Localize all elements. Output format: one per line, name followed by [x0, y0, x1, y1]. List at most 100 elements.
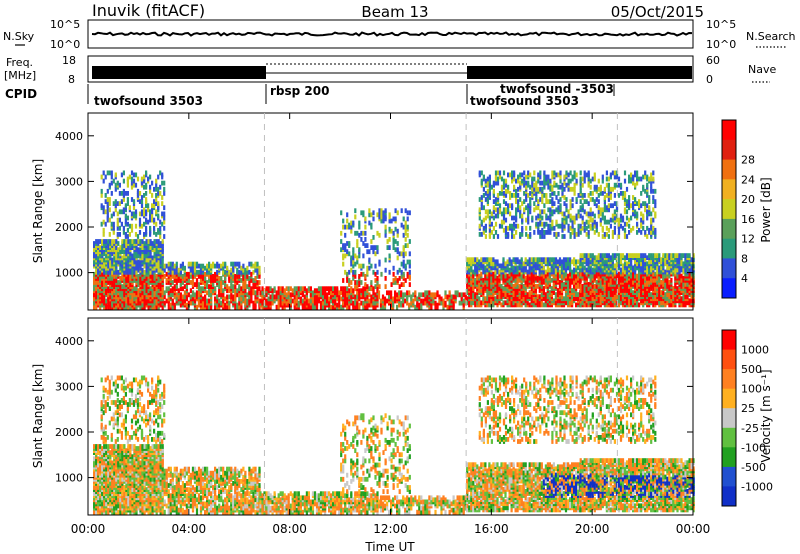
- heatmap-cell: [680, 253, 683, 258]
- heatmap-cell: [534, 265, 537, 271]
- heatmap-cell: [122, 193, 125, 198]
- heatmap-cell: [541, 186, 544, 192]
- heatmap-cell: [450, 298, 453, 304]
- heatmap-cell: [169, 288, 172, 294]
- heatmap-cell: [484, 227, 487, 233]
- heatmap-cell: [181, 298, 184, 304]
- heatmap-cell: [309, 292, 312, 298]
- heatmap-cell: [492, 275, 495, 281]
- heatmap-cell: [525, 232, 528, 237]
- heatmap-cell: [127, 276, 130, 281]
- heatmap-cell: [392, 300, 395, 306]
- heatmap-cell: [147, 176, 150, 182]
- heatmap-cell: [533, 201, 536, 206]
- heatmap-cell: [246, 269, 249, 275]
- heatmap-cell: [112, 178, 115, 184]
- heatmap-cell: [625, 261, 629, 267]
- heatmap-cell: [531, 182, 534, 188]
- heatmap-cell: [396, 304, 399, 310]
- heatmap-cell: [521, 213, 524, 219]
- heatmap-cell: [551, 170, 554, 176]
- heatmap-cell: [539, 234, 542, 239]
- cpid-segment-3: twofsound 3503: [470, 94, 579, 108]
- heatmap-cell: [134, 232, 138, 237]
- heatmap-cell: [554, 300, 558, 306]
- heatmap-cell: [141, 239, 144, 244]
- heatmap-cell: [124, 219, 127, 225]
- heatmap-cell: [240, 290, 243, 296]
- heatmap-cell: [593, 273, 596, 279]
- heatmap-cell: [281, 294, 284, 300]
- heatmap-cell: [541, 180, 544, 186]
- heatmap-cell: [541, 221, 544, 227]
- heatmap-cell: [668, 294, 671, 300]
- heatmap-cell: [104, 221, 107, 227]
- heatmap-cell: [252, 269, 255, 275]
- heatmap-cell: [358, 302, 361, 308]
- heatmap-cell: [516, 302, 519, 308]
- heatmap-cell: [589, 269, 592, 275]
- heatmap-cell: [143, 221, 146, 227]
- heatmap-cell: [512, 296, 515, 302]
- heatmap-cell: [480, 201, 483, 206]
- heatmap-cell: [199, 274, 203, 279]
- heatmap-cell: [502, 199, 506, 204]
- heatmap-cell: [573, 257, 576, 263]
- heatmap-cell: [688, 279, 691, 285]
- heatmap-cell: [334, 298, 337, 304]
- heatmap-cell: [674, 267, 677, 273]
- heatmap-cell: [444, 300, 447, 306]
- heatmap-cell: [623, 269, 627, 275]
- heatmap-cell: [482, 217, 485, 223]
- heatmap-cell: [155, 300, 158, 306]
- heatmap-cell: [250, 271, 253, 277]
- heatmap-cell: [510, 271, 513, 277]
- heatmap-cell: [394, 296, 397, 302]
- heatmap-cell: [191, 269, 195, 275]
- heatmap-cell: [118, 201, 121, 206]
- heatmap-cell: [538, 294, 541, 300]
- heatmap-cell: [151, 298, 154, 304]
- heatmap-cell: [504, 300, 507, 306]
- heatmap-cell: [189, 280, 192, 285]
- heatmap-cell: [648, 298, 651, 304]
- heatmap-cell: [141, 302, 144, 308]
- heatmap-cell: [492, 234, 495, 239]
- heatmap-cell: [106, 213, 109, 219]
- heatmap-cell: [573, 267, 576, 273]
- heatmap-cell: [442, 302, 445, 308]
- heatmap-cell: [539, 213, 542, 219]
- heatmap-cell: [201, 296, 205, 302]
- heatmap-cell: [490, 184, 493, 190]
- heatmap-cell: [478, 223, 481, 229]
- heatmap-cell: [189, 294, 192, 300]
- heatmap-cell: [143, 211, 146, 217]
- heatmap-cell: [210, 278, 213, 283]
- heatmap-cell: [169, 276, 172, 281]
- heatmap-cell: [650, 292, 653, 297]
- heatmap-cell: [145, 209, 148, 215]
- heatmap-cell: [642, 284, 645, 289]
- heatmap-cell: [577, 292, 580, 297]
- heatmap-cell: [110, 174, 113, 180]
- heatmap-cell: [662, 253, 665, 258]
- heatmap-cell: [191, 290, 195, 296]
- heatmap-cell: [654, 300, 657, 306]
- heatmap-cell: [511, 234, 514, 239]
- heatmap-cell: [484, 296, 487, 302]
- heatmap-cell: [500, 223, 504, 229]
- heatmap-cell: [514, 294, 517, 300]
- heatmap-cell: [143, 207, 146, 213]
- heatmap-cell: [558, 279, 562, 285]
- heatmap-cell: [406, 300, 409, 306]
- heatmap-cell: [301, 298, 304, 304]
- heatmap-cell: [513, 225, 516, 231]
- heatmap-cell: [124, 203, 127, 209]
- heatmap-cell: [529, 191, 532, 196]
- heatmap-cell: [523, 191, 526, 196]
- heatmap-cell: [522, 290, 525, 295]
- heatmap-cell: [522, 296, 525, 302]
- heatmap-cell: [410, 300, 413, 306]
- heatmap-cell: [650, 284, 653, 289]
- heatmap-cell: [131, 239, 134, 244]
